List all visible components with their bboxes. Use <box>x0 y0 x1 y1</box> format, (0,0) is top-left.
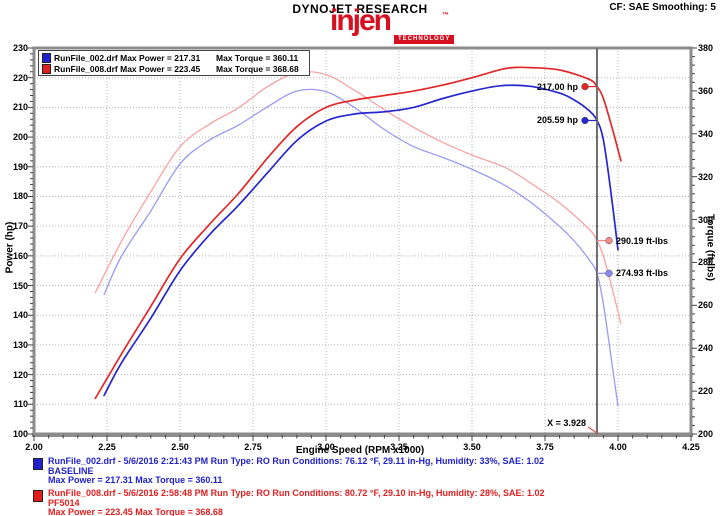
run-info-line2: BASELINE <box>48 465 94 476</box>
run-info-line1: RunFile_002.drf - 5/6/2016 2:21:43 PM Ru… <box>48 456 545 466</box>
right-axis-title: Torque (ft-lbs) <box>704 213 716 282</box>
run-info-swatch <box>33 490 43 502</box>
legend-swatch <box>42 63 51 74</box>
baseline-torque-curve <box>103 88 619 407</box>
pf5014-power-curve <box>94 66 622 400</box>
annotation-marker <box>605 269 613 277</box>
injen-logo: injen ™ TECHNOLOGY <box>330 6 460 46</box>
run-info-line3: Max Power = 223.45 Max Torque = 368.68 <box>48 507 223 516</box>
x-axis-title: Engine Speed (RPM x1000) <box>295 445 425 456</box>
run-info-line2: PF5014 <box>48 497 80 508</box>
app-title: DYNOJET RESEARCH <box>292 2 428 16</box>
run-info-line3: Max Power = 217.31 Max Torque = 360.11 <box>48 475 223 486</box>
plot-frame <box>32 46 693 436</box>
run-info-row: RunFile_002.drf - 5/6/2016 2:21:43 PM Ru… <box>33 456 703 486</box>
annotation-marker <box>605 236 613 245</box>
legend-maxtorque: Max Torque = 368.68 <box>216 63 299 74</box>
run-info-swatch <box>33 458 43 470</box>
run-legend: RunFile_002.drf Max Power = 217.31 Max To… <box>38 50 310 76</box>
legend-maxtorque: Max Torque = 360.11 <box>216 52 299 63</box>
pf5014-torque-curve <box>94 70 622 325</box>
legend-row: RunFile_008.drf Max Power = 223.45 Max To… <box>42 63 306 74</box>
cursor-x-leader <box>587 426 598 434</box>
baseline-power-curve <box>103 84 619 397</box>
trademark-icon: ™ <box>442 12 449 19</box>
legend-file-maxpower: RunFile_002.drf Max Power = 217.31 <box>54 52 201 63</box>
legend-row: RunFile_002.drf Max Power = 217.31 Max To… <box>42 52 306 63</box>
legend-swatch <box>42 52 51 63</box>
run-info-line1: RunFile_008.drf - 5/6/2016 2:58:48 PM Ru… <box>48 488 545 498</box>
legend-file-maxpower: RunFile_008.drf Max Power = 223.45 <box>54 63 201 74</box>
left-axis-title: Power (hp) <box>4 221 16 274</box>
injen-logo-wordmark: injen <box>330 4 392 37</box>
injen-logo-banner: TECHNOLOGY <box>394 35 455 44</box>
run-info-row: RunFile_008.drf - 5/6/2016 2:58:48 PM Ru… <box>33 488 703 516</box>
annotation-marker <box>581 82 589 91</box>
annotation-marker <box>581 116 589 125</box>
correction-smoothing-label: CF: SAE Smoothing: 5 <box>609 2 716 13</box>
